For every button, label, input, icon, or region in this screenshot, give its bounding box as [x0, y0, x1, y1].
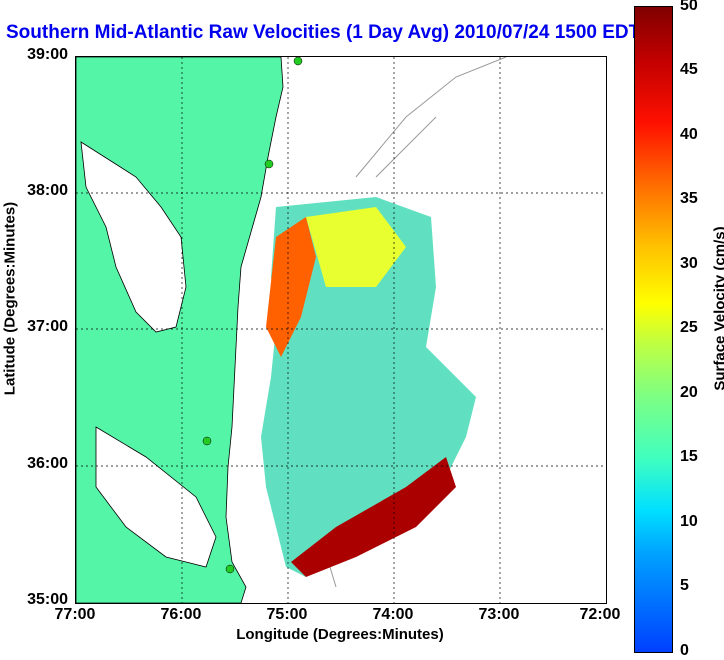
x-tick-label: 73:00: [469, 606, 529, 624]
x-tick-label: 77:00: [45, 606, 105, 624]
y-tick-label: 39:00: [8, 46, 68, 64]
x-tick-label: 72:00: [570, 606, 630, 624]
colorbar-tick: 30: [680, 255, 710, 273]
x-tick-label: 74:00: [363, 606, 423, 624]
y-tick-label: 36:00: [8, 455, 68, 473]
colorbar: [634, 6, 673, 653]
map-canvas: [76, 57, 606, 603]
colorbar-tick: 5: [680, 577, 710, 595]
x-tick-label: 76:00: [151, 606, 211, 624]
colorbar-label: Surface Velocity (cm/s): [712, 189, 724, 429]
colorbar-tick: 15: [680, 448, 710, 466]
station-marker: [265, 160, 273, 168]
y-axis-label: Latitude (Degrees:Minutes): [2, 179, 19, 419]
station-marker: [226, 565, 234, 573]
colorbar-tick: 50: [680, 0, 710, 15]
x-axis-label: Longitude (Degrees:Minutes): [180, 626, 500, 643]
colorbar-tick: 0: [680, 642, 710, 660]
colorbar-tick: 45: [680, 61, 710, 79]
station-marker: [294, 57, 302, 65]
colorbar-tick: 40: [680, 126, 710, 144]
x-tick-label: 75:00: [257, 606, 317, 624]
map-title: Southern Mid-Atlantic Raw Velocities (1 …: [6, 22, 640, 44]
station-marker: [203, 437, 211, 445]
colorbar-tick: 10: [680, 513, 710, 531]
colorbar-tick: 20: [680, 384, 710, 402]
colorbar-tick: 25: [680, 319, 710, 337]
colorbar-tick: 35: [680, 190, 710, 208]
map-plot-area: [75, 56, 607, 604]
